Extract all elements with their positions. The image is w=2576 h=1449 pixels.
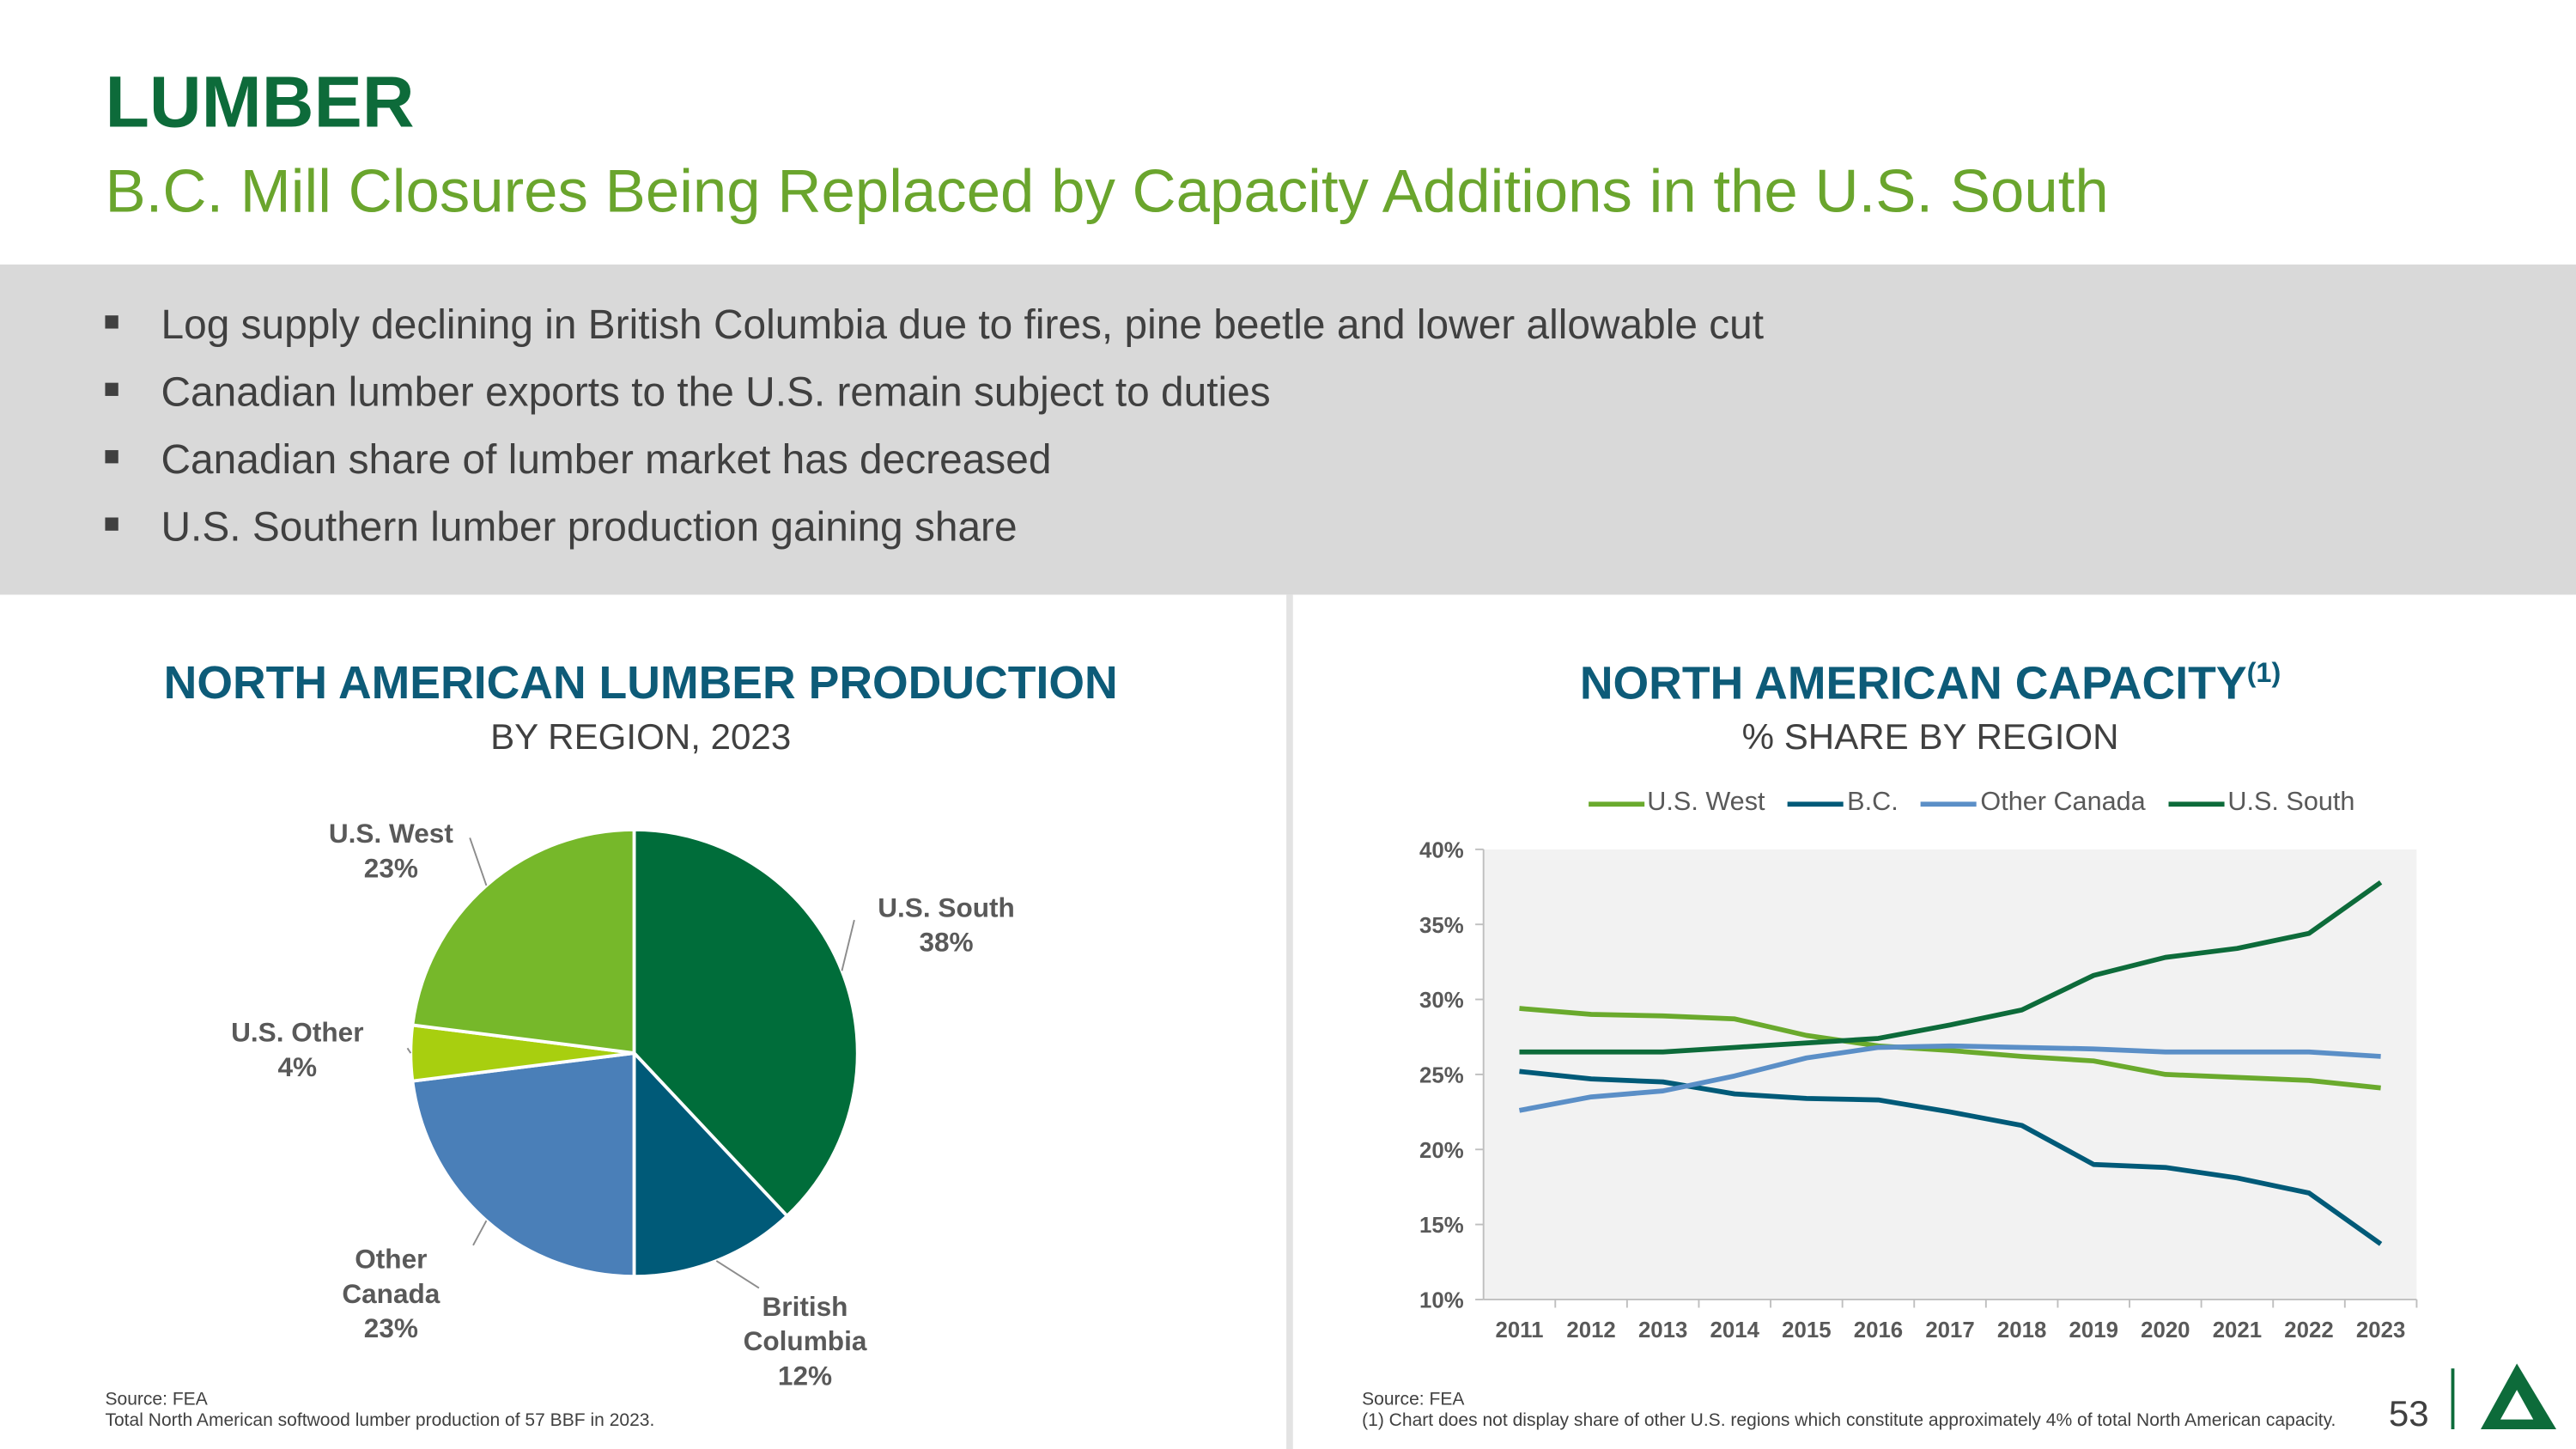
- bullet-marker: [105, 450, 118, 465]
- pie-label: Other Canada 23%: [309, 1244, 473, 1348]
- legend: U.S. West B.C. Other Canada U.S. South: [1544, 788, 2398, 818]
- pie-slice: [632, 827, 860, 1219]
- pie-category: British Columbia: [743, 1293, 867, 1357]
- logo: [2451, 1363, 2557, 1430]
- leader-line: [715, 1260, 760, 1289]
- pie-subtitle: BY REGION, 2023: [490, 715, 792, 758]
- pie-title: NORTH AMERICAN LUMBER PRODUCTION: [163, 657, 1118, 709]
- bullet-text: Canadian lumber exports to the U.S. rema…: [161, 369, 1271, 416]
- bullet: U.S. Southern lumber production gaining …: [105, 504, 1018, 551]
- bullet-marker: [105, 383, 118, 397]
- y-tick-label: 30%: [1419, 989, 1464, 1013]
- source: Source: FEA: [105, 1390, 208, 1410]
- pie-category: Other Canada: [342, 1245, 440, 1310]
- legend-entry: Other Canada: [1921, 788, 2146, 818]
- pie-value: 23%: [363, 1314, 418, 1344]
- legend-label: U.S. West: [1647, 788, 1765, 817]
- title: LUMBER: [105, 62, 415, 143]
- divider: [1286, 594, 1293, 1449]
- bullet: Canadian lumber exports to the U.S. rema…: [105, 369, 1271, 417]
- title-superscript: (1): [2246, 657, 2281, 689]
- x-tick-label: 2012: [1566, 1318, 1615, 1342]
- y-tick-label: 15%: [1419, 1214, 1464, 1238]
- pie-category: U.S. South: [878, 893, 1015, 923]
- pie-label: British Columbia 12%: [723, 1291, 887, 1395]
- footnote: Total North American softwood lumber pro…: [105, 1411, 655, 1431]
- y-tick-label: 10%: [1419, 1289, 1464, 1313]
- y-tick-label: 20%: [1419, 1139, 1464, 1163]
- bullet-marker: [105, 315, 118, 330]
- bullet: Canadian share of lumber market has decr…: [105, 437, 1051, 484]
- pie-category: U.S. West: [328, 819, 453, 849]
- page-number: 53: [2388, 1392, 2429, 1434]
- x-tick-label: 2023: [2356, 1318, 2405, 1342]
- x-tick-label: 2021: [2213, 1318, 2262, 1342]
- series-line: [1519, 1068, 2383, 1246]
- pie-category: U.S. Other: [231, 1018, 364, 1049]
- leader-line: [472, 1220, 488, 1246]
- x-tick-label: 2015: [1782, 1318, 1831, 1342]
- legend-swatch: [1788, 801, 1844, 807]
- x-tick-label: 2019: [2069, 1318, 2118, 1342]
- footnote: (1) Chart does not display share of othe…: [1362, 1411, 2336, 1431]
- pie-value: 12%: [777, 1361, 833, 1392]
- y-tick-label: 40%: [1419, 838, 1464, 862]
- legend-label: B.C.: [1847, 788, 1899, 817]
- legend-label: Other Canada: [1980, 788, 2146, 817]
- x-tick-label: 2014: [1710, 1318, 1760, 1342]
- x-tick-label: 2011: [1495, 1318, 1543, 1342]
- pie-value: 38%: [919, 928, 974, 959]
- subtitle: B.C. Mill Closures Being Replaced by Cap…: [105, 157, 2109, 226]
- bullet-marker: [105, 518, 118, 532]
- legend-entry: U.S. South: [2168, 788, 2354, 818]
- x-tick-label: 2018: [1997, 1318, 2046, 1342]
- bullet-panel: [0, 264, 2576, 595]
- legend-entry: B.C.: [1788, 788, 1899, 818]
- legend-swatch: [1921, 801, 1978, 807]
- series-line: [1519, 880, 2383, 1055]
- y-tick-label: 25%: [1419, 1063, 1464, 1087]
- pie-label: U.S. Other 4%: [216, 1017, 380, 1086]
- bullet-text: Log supply declining in British Columbia…: [161, 301, 1765, 349]
- leader-line: [406, 1047, 412, 1054]
- line-title-text: NORTH AMERICAN CAPACITY: [1579, 657, 2247, 709]
- line-title: NORTH AMERICAN CAPACITY(1): [1396, 657, 2464, 710]
- pie-label: U.S. South 38%: [864, 892, 1028, 961]
- x-tick-label: 2013: [1638, 1318, 1687, 1342]
- pie-value: 23%: [363, 854, 418, 885]
- x-tick-label: 2020: [2141, 1318, 2190, 1342]
- pie-value: 4%: [277, 1053, 318, 1083]
- bullet-text: Canadian share of lumber market has decr…: [161, 436, 1052, 484]
- source: Source: FEA: [1362, 1390, 1465, 1410]
- legend-swatch: [1588, 801, 1644, 807]
- pie-label: U.S. West 23%: [309, 819, 473, 887]
- x-tick-label: 2016: [1854, 1318, 1903, 1342]
- line-subtitle: % SHARE BY REGION: [1741, 715, 2119, 758]
- pie-slice: [632, 1049, 790, 1279]
- y-tick-label: 35%: [1419, 914, 1464, 938]
- x-tick-label: 2017: [1925, 1318, 1974, 1342]
- legend-entry: U.S. West: [1588, 788, 1765, 818]
- plot-area: [1483, 849, 2417, 1300]
- leader-line: [469, 837, 488, 886]
- leader-line: [841, 919, 855, 971]
- legend-swatch: [2168, 801, 2225, 807]
- legend-label: U.S. South: [2227, 788, 2355, 817]
- bullet-text: U.S. Southern lumber production gaining …: [161, 504, 1018, 551]
- bullet: Log supply declining in British Columbia…: [105, 302, 1764, 350]
- x-tick-label: 2022: [2284, 1318, 2333, 1342]
- series-line: [1518, 1043, 2381, 1113]
- series-line: [1519, 1006, 2381, 1091]
